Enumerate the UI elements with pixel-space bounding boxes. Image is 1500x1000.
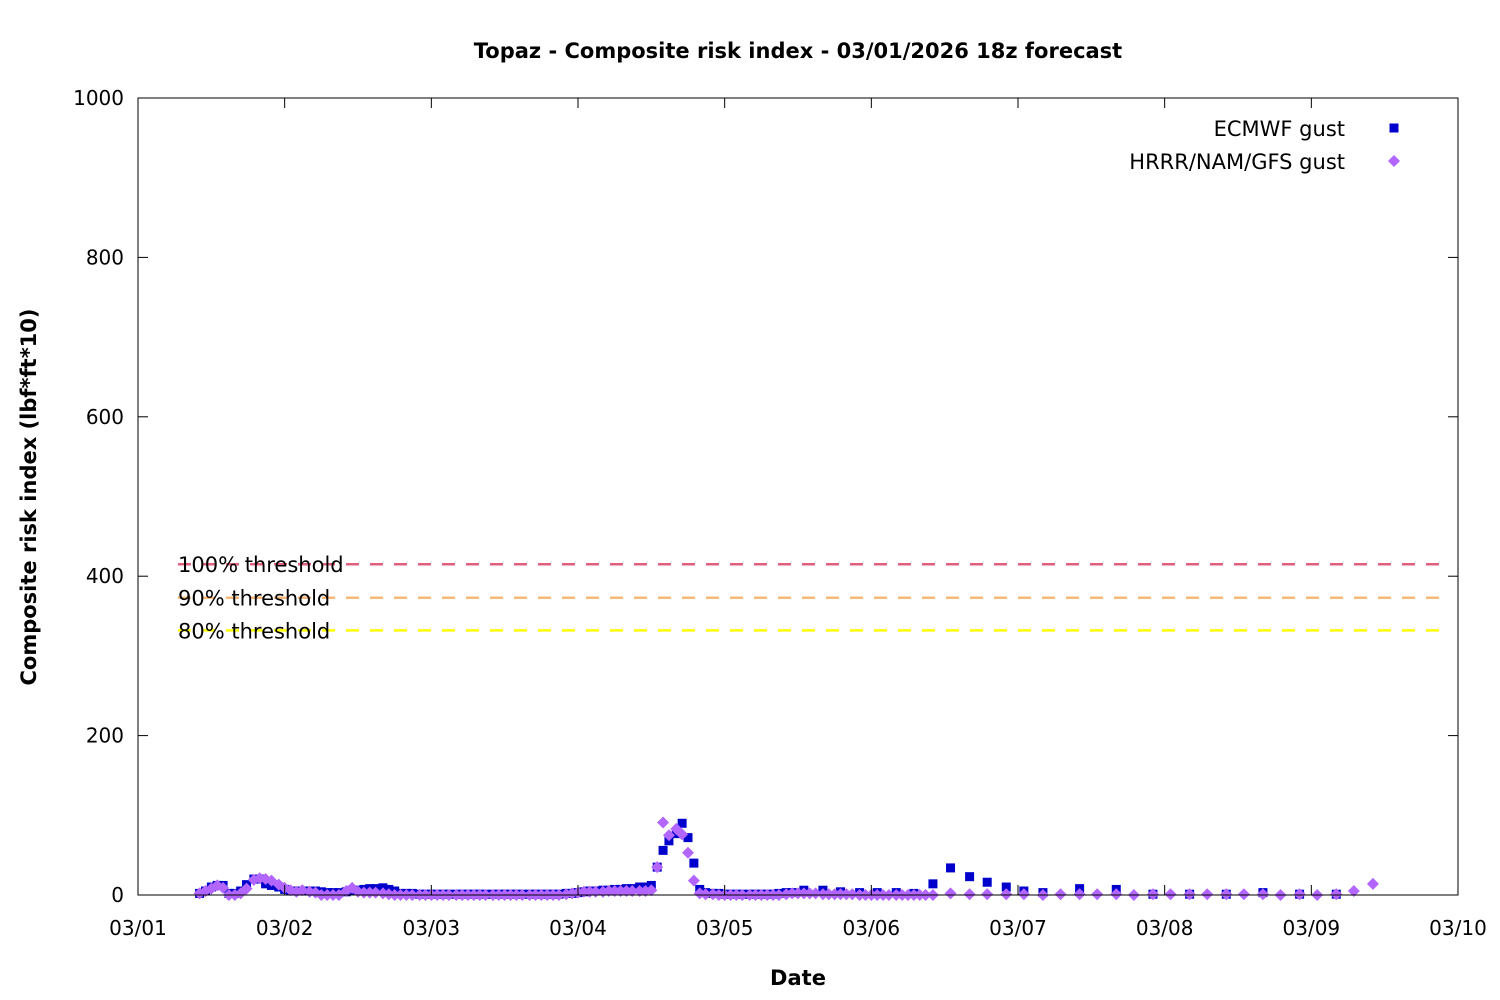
data-point xyxy=(658,845,668,855)
data-point xyxy=(1256,888,1269,901)
y-axis-label: Composite risk index (lbf*ft*10) xyxy=(17,308,41,685)
data-point xyxy=(1001,882,1011,892)
x-tick-label: 03/05 xyxy=(696,916,754,940)
data-point xyxy=(1220,888,1233,901)
data-point xyxy=(689,858,699,868)
x-tick-label: 03/10 xyxy=(1429,916,1487,940)
series-ecmwf-gust xyxy=(195,818,1341,899)
x-tick-label: 03/01 xyxy=(109,916,167,940)
legend: ECMWF gust HRRR/NAM/GFS gust xyxy=(1129,117,1400,174)
data-point xyxy=(944,887,957,900)
y-tick-label: 1000 xyxy=(73,86,124,110)
data-point xyxy=(809,887,822,900)
data-point xyxy=(928,879,938,889)
y-tick-label: 400 xyxy=(86,564,124,588)
data-point xyxy=(1164,888,1177,901)
data-point xyxy=(369,886,382,899)
y-tick-label: 200 xyxy=(86,724,124,748)
data-point xyxy=(1110,888,1123,901)
data-point xyxy=(1347,885,1360,898)
threshold-label: 90% threshold xyxy=(178,587,330,611)
x-tick-label: 03/07 xyxy=(989,916,1047,940)
x-tick-label: 03/03 xyxy=(403,916,461,940)
data-point xyxy=(1183,888,1196,901)
data-point xyxy=(1237,888,1250,901)
data-point xyxy=(1000,888,1013,901)
data-point xyxy=(651,861,664,874)
data-point xyxy=(699,888,712,901)
x-tick-label: 03/08 xyxy=(1136,916,1194,940)
data-point xyxy=(1091,888,1104,901)
data-point xyxy=(676,828,689,841)
y-tick-label: 800 xyxy=(86,245,124,269)
data-point xyxy=(982,877,992,887)
axis-ticks: 03/01 03/02 03/03 03/04 03/05 03/06 03/07 03/08… xyxy=(73,86,1487,940)
data-points xyxy=(193,816,1379,901)
legend-marker xyxy=(1388,155,1400,167)
threshold-lines: 100% threshold 90% threshold 80% threshold xyxy=(178,553,1444,643)
data-point xyxy=(683,833,693,843)
x-tick-label: 03/06 xyxy=(843,916,901,940)
data-point xyxy=(1293,888,1306,901)
data-point xyxy=(981,888,994,901)
data-point xyxy=(1146,888,1159,901)
data-point xyxy=(240,882,253,895)
y-tick-label: 0 xyxy=(111,883,124,907)
data-point xyxy=(626,885,639,898)
threshold-label: 100% threshold xyxy=(178,553,344,577)
data-point xyxy=(682,846,694,859)
data-point xyxy=(965,872,975,882)
data-point xyxy=(1330,888,1343,901)
chart-title: Topaz - Composite risk index - 03/01/202… xyxy=(474,39,1122,63)
plot-frame xyxy=(137,97,1459,896)
data-point xyxy=(1017,888,1030,901)
data-point xyxy=(217,881,230,894)
data-point xyxy=(1366,877,1379,890)
data-point xyxy=(662,829,675,842)
y-tick-label: 600 xyxy=(86,405,124,429)
data-point xyxy=(946,863,956,873)
data-point xyxy=(687,874,700,887)
x-tick-label: 03/02 xyxy=(256,916,314,940)
data-point xyxy=(1201,888,1214,901)
x-tick-label: 03/04 xyxy=(549,916,607,940)
threshold-label: 80% threshold xyxy=(178,619,330,643)
x-axis-label: Date xyxy=(770,966,826,990)
data-point xyxy=(1054,888,1067,901)
x-tick-label: 03/09 xyxy=(1283,916,1341,940)
data-point xyxy=(846,888,859,901)
data-point xyxy=(677,818,687,828)
series-hrrr-nam-gfs-gust xyxy=(193,816,1379,901)
data-point xyxy=(963,888,976,901)
data-point xyxy=(1073,888,1086,901)
legend-marker xyxy=(1389,123,1399,133)
legend-label: HRRR/NAM/GFS gust xyxy=(1129,150,1345,174)
data-point xyxy=(645,884,658,897)
data-point xyxy=(657,816,670,829)
legend-label: ECMWF gust xyxy=(1214,117,1345,141)
